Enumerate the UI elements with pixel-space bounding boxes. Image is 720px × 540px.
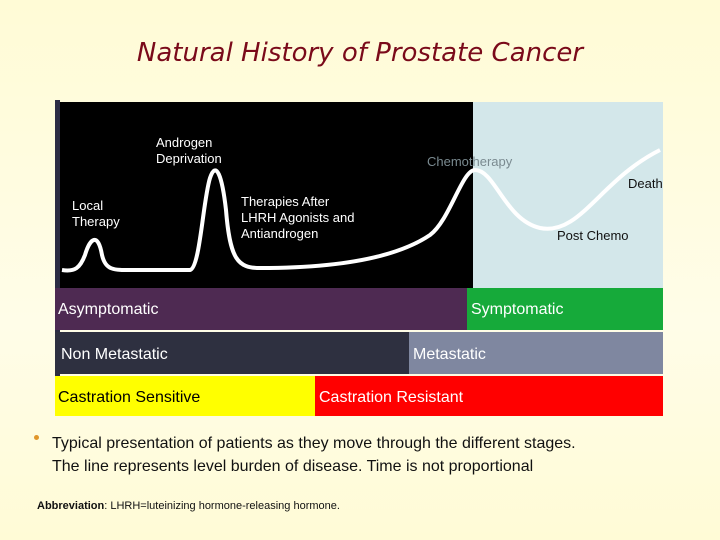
curve-label: Post Chemo xyxy=(557,228,629,243)
stage-left xyxy=(55,376,315,416)
label-line: Therapies After xyxy=(241,194,330,209)
stage-label: Non Metastatic xyxy=(61,346,168,363)
left-border xyxy=(55,100,60,416)
curve-label: Therapies After LHRH Agonists and Antiandr… xyxy=(241,194,354,242)
label-line: Androgen xyxy=(156,135,213,150)
label-line: Local xyxy=(72,198,104,213)
stage-label: Symptomatic xyxy=(471,301,564,318)
curve-label: Death xyxy=(628,176,663,191)
abbreviation: Abbreviation: LHRH=luteinizing hormone-r… xyxy=(37,500,340,512)
label-line: Therapy xyxy=(72,214,120,229)
dark-panel xyxy=(60,102,473,288)
label-line: LHRH Agonists and xyxy=(241,210,355,225)
stage-label: Castration Resistant xyxy=(319,389,464,406)
curve-label: Chemotherapy xyxy=(427,154,513,169)
stage-label: Castration Sensitive xyxy=(58,389,201,406)
curve-line xyxy=(61,148,661,273)
abbreviation-text: : LHRH=luteinizing hormone-releasing hor… xyxy=(104,500,340,512)
stage-right xyxy=(467,288,663,330)
title: Natural History of Prostate Cancer xyxy=(136,38,584,68)
stage-label: Asymptomatic xyxy=(58,301,159,318)
bullet-mark xyxy=(34,435,39,440)
stage-left xyxy=(55,332,409,374)
bullet-line: Typical presentation of patients as they… xyxy=(52,435,576,452)
stage-right xyxy=(315,376,663,416)
curve-label: Androgen Deprivation xyxy=(156,135,222,167)
label-line: Antiandrogen xyxy=(241,226,319,241)
curve-label: Local Therapy xyxy=(72,198,120,230)
stage-label: Metastatic xyxy=(413,346,486,363)
label-line: Deprivation xyxy=(156,151,222,166)
stage-right xyxy=(409,332,663,374)
stage-left xyxy=(55,288,467,330)
abbreviation-label: Abbreviation xyxy=(37,500,105,512)
light-panel xyxy=(473,102,663,288)
bullet-line: The line represents level burden of dise… xyxy=(52,458,534,475)
